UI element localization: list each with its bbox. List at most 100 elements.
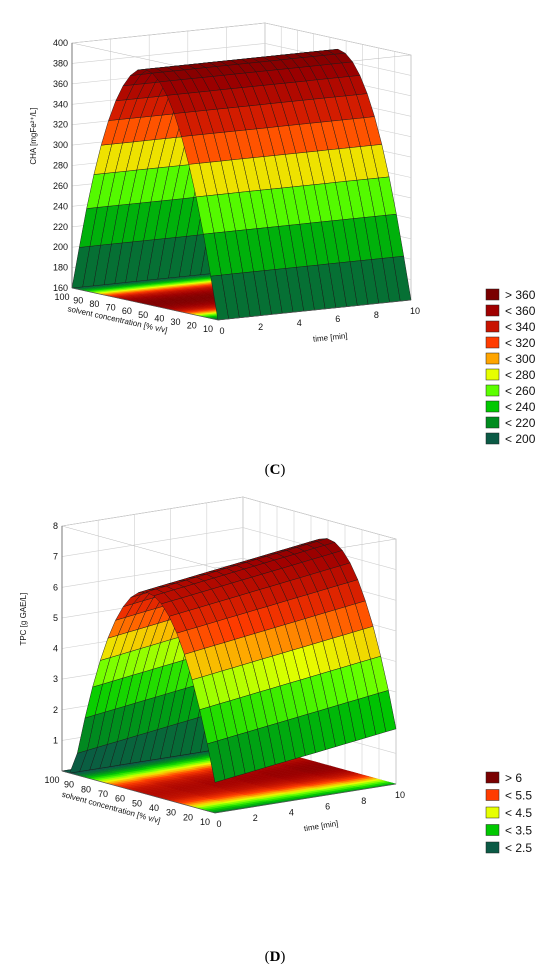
z-tick-label: 400 [53, 38, 68, 48]
legend-swatch [485, 336, 500, 349]
legend-swatch [485, 400, 500, 413]
x-axis-title: time [min] [313, 331, 348, 344]
legend-swatch [485, 320, 500, 333]
x-tick-label: 6 [335, 314, 340, 324]
legend-label: < 5.5 [505, 789, 532, 803]
x-axis-line [214, 783, 397, 814]
legend-label: < 3.5 [505, 824, 532, 838]
x-tick-label: 8 [361, 796, 366, 806]
y-tick-label: 60 [115, 794, 125, 804]
x-tick-label: 2 [258, 322, 263, 332]
z-tick-label: 340 [53, 99, 68, 109]
legend-label: < 320 [505, 336, 536, 350]
x-tick-label: 8 [374, 310, 379, 320]
legend-label: > 360 [505, 288, 536, 302]
z-tick-label: 180 [53, 263, 68, 273]
x-axis-line [217, 299, 412, 321]
legend-swatch [485, 368, 500, 381]
y-axis-line [61, 770, 216, 814]
legend-label: < 4.5 [505, 806, 532, 820]
x-tick-label: 2 [253, 813, 258, 823]
panel-caption-c: (C) [264, 462, 286, 478]
y-tick-label: 20 [183, 812, 193, 822]
legend-label: < 200 [505, 432, 536, 446]
x-tick-label: 10 [395, 790, 405, 800]
y-tick-label: 30 [166, 808, 176, 818]
y-tick-label: 100 [44, 775, 59, 785]
legend-swatch [485, 771, 500, 784]
y-tick-label: 70 [98, 789, 108, 799]
z-tick-label: 280 [53, 161, 68, 171]
z-tick-label: 320 [53, 120, 68, 130]
legend-label: < 360 [505, 304, 536, 318]
y-tick-label: 100 [54, 292, 69, 302]
surface-cell [378, 690, 397, 733]
z-tick-label: 260 [53, 181, 68, 191]
z-tick-label: 220 [53, 222, 68, 232]
z-tick-label: 300 [53, 140, 68, 150]
z-tick-label: 4 [53, 644, 58, 654]
y-tick-label: 70 [106, 303, 116, 313]
x-tick-label: 0 [216, 819, 221, 829]
legend-swatch [485, 304, 500, 317]
y-tick-label: 40 [154, 313, 164, 323]
z-tick-label: 380 [53, 58, 68, 68]
legend-swatch [485, 352, 500, 365]
z-tick-label: 240 [53, 201, 68, 211]
y-tick-label: 10 [203, 324, 213, 334]
legend-swatch [485, 288, 500, 301]
y-tick-label: 40 [149, 803, 159, 813]
legend-label: < 2.5 [505, 841, 532, 855]
legend-swatch [485, 384, 500, 397]
z-tick-label: 200 [53, 242, 68, 252]
y-axis-title: solvent concentration [% v/v] [61, 790, 162, 826]
y-axis-line [71, 287, 219, 321]
legend-swatch [485, 432, 500, 445]
legend-swatch [485, 806, 500, 819]
legend-label: < 280 [505, 368, 536, 382]
legend-swatch [485, 841, 500, 854]
legend-swatch [485, 789, 500, 801]
z-tick-label: 2 [53, 705, 58, 715]
y-axis-title: solvent concentration [% v/v] [67, 304, 168, 335]
z-axis-title: CHA [mgFe²⁺/L] [29, 108, 38, 165]
surface-mesh [71, 48, 412, 321]
legend-label: < 240 [505, 400, 536, 414]
legend: > 360 < 360 < 340 < 320 < 300 < 280 < 260 < 240… [485, 288, 536, 446]
surface-plot-tpc: 0 2 4 6 8 10 10 20 30 40 50 60 70 80 90 100 1 2 3 4 5 6 7 8 time… [19, 496, 532, 855]
y-tick-label: 50 [132, 798, 142, 808]
y-tick-label: 80 [81, 784, 91, 794]
y-tick-label: 80 [89, 299, 99, 309]
legend-swatch [485, 416, 500, 429]
x-tick-label: 0 [219, 326, 224, 336]
z-axis-title: TPC [g GAE/L] [19, 593, 28, 646]
y-tick-label: 50 [138, 310, 148, 320]
z-tick-label: 160 [53, 283, 68, 293]
z-tick-label: 1 [53, 735, 58, 745]
y-tick-label: 90 [64, 780, 74, 790]
y-tick-label: 60 [122, 306, 132, 316]
legend-label: > 6 [505, 771, 522, 785]
legend-label: < 260 [505, 384, 536, 398]
z-tick-label: 5 [53, 613, 58, 623]
z-tick-label: 6 [53, 582, 58, 592]
legend: > 6 < 5.5 < 4.5 < 3.5 < 2.5 [485, 771, 532, 855]
y-tick-label: 20 [187, 320, 197, 330]
x-axis-title: time [min] [303, 819, 339, 833]
z-tick-label: 3 [53, 674, 58, 684]
y-tick-label: 30 [171, 317, 181, 327]
x-tick-label: 4 [289, 807, 294, 817]
chart-panel-d: 0 2 4 6 8 10 10 20 30 40 50 60 70 80 90 100 1 2 3 4 5 6 7 8 time… [0, 490, 550, 978]
x-tick-label: 4 [297, 318, 302, 328]
y-tick-label: 10 [200, 817, 210, 827]
x-tick-label: 10 [410, 306, 420, 316]
z-tick-label: 7 [53, 552, 58, 562]
legend-swatch [485, 824, 500, 836]
panel-caption-d: (D) [264, 949, 286, 965]
legend-label: < 220 [505, 416, 536, 430]
z-tick-label: 360 [53, 79, 68, 89]
legend-label: < 300 [505, 352, 536, 366]
legend-label: < 340 [505, 320, 536, 334]
y-tick-label: 90 [73, 296, 83, 306]
